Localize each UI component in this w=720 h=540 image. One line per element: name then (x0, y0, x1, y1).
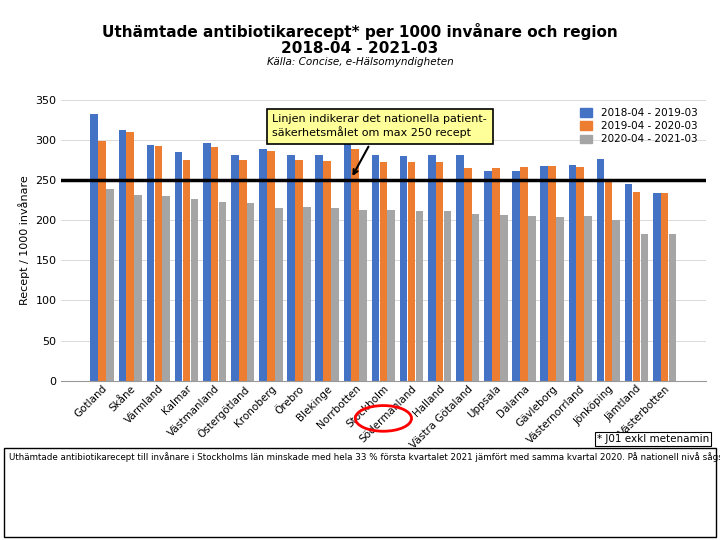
Bar (211, 147, 218, 381)
Bar (259, 149, 267, 381)
Bar (456, 156, 464, 381)
Bar (577, 167, 584, 381)
Bar (485, 171, 492, 381)
Bar (605, 182, 612, 381)
Bar (464, 168, 472, 381)
Bar (387, 210, 395, 381)
Bar (147, 145, 154, 381)
Bar (163, 196, 170, 381)
Bar (219, 202, 226, 381)
Bar (155, 146, 162, 381)
Bar (597, 159, 604, 381)
Bar (119, 130, 126, 381)
Text: Uthämtade antibiotikarecept till invånare i Stockholms län minskade med hela 33 : Uthämtade antibiotikarecept till invånar… (9, 452, 720, 462)
FancyBboxPatch shape (4, 448, 716, 537)
Bar (400, 156, 408, 381)
Bar (287, 156, 295, 381)
Bar (91, 113, 98, 381)
Bar (436, 161, 444, 381)
Text: * J01 exkl metenamin: * J01 exkl metenamin (597, 434, 709, 444)
Bar (267, 151, 275, 381)
Bar (661, 193, 668, 381)
Bar (203, 143, 210, 381)
Bar (343, 138, 351, 381)
Bar (183, 160, 190, 381)
Bar (549, 166, 556, 381)
Text: Linjen indikerar det nationella patient-
säkerhetsmålet om max 250 recept: Linjen indikerar det nationella patient-… (272, 114, 487, 174)
Bar (557, 217, 564, 381)
Bar (351, 149, 359, 381)
Bar (669, 234, 676, 381)
Text: Uthämtade antibiotikarecept* per 1000 invånare och region: Uthämtade antibiotikarecept* per 1000 in… (102, 23, 618, 39)
Legend: 2018-04 - 2019-03, 2019-04 - 2020-03, 2020-04 - 2021-03: 2018-04 - 2019-03, 2019-04 - 2020-03, 20… (577, 105, 701, 147)
Bar (408, 163, 415, 381)
Bar (323, 161, 331, 381)
Bar (500, 215, 508, 381)
Bar (107, 189, 114, 381)
Y-axis label: Recept / 1000 invånare: Recept / 1000 invånare (18, 176, 30, 305)
Bar (303, 207, 311, 381)
Bar (613, 220, 620, 381)
Bar (275, 208, 282, 381)
Bar (415, 212, 423, 381)
Bar (372, 156, 379, 381)
Bar (641, 234, 648, 381)
Bar (191, 199, 198, 381)
Bar (528, 216, 536, 381)
Bar (513, 171, 520, 381)
Bar (521, 167, 528, 381)
Bar (331, 208, 339, 381)
Bar (239, 160, 246, 381)
Bar (295, 160, 303, 381)
Bar (633, 192, 640, 381)
Bar (585, 216, 592, 381)
Bar (247, 204, 254, 381)
Bar (379, 163, 387, 381)
Bar (444, 212, 451, 381)
Bar (135, 194, 142, 381)
Bar (175, 152, 182, 381)
Bar (428, 156, 436, 381)
Bar (569, 165, 576, 381)
Text: Källa: Concise, e-Hälsomyndigheten: Källa: Concise, e-Hälsomyndigheten (266, 57, 454, 68)
Text: 2018-04 - 2021-03: 2018-04 - 2021-03 (282, 41, 438, 56)
Bar (315, 156, 323, 381)
Bar (359, 210, 367, 381)
Bar (653, 193, 660, 381)
Bar (231, 156, 239, 381)
Bar (541, 166, 548, 381)
Bar (472, 214, 480, 381)
Bar (492, 168, 500, 381)
Bar (127, 132, 134, 381)
Bar (625, 184, 632, 381)
Bar (99, 141, 106, 381)
